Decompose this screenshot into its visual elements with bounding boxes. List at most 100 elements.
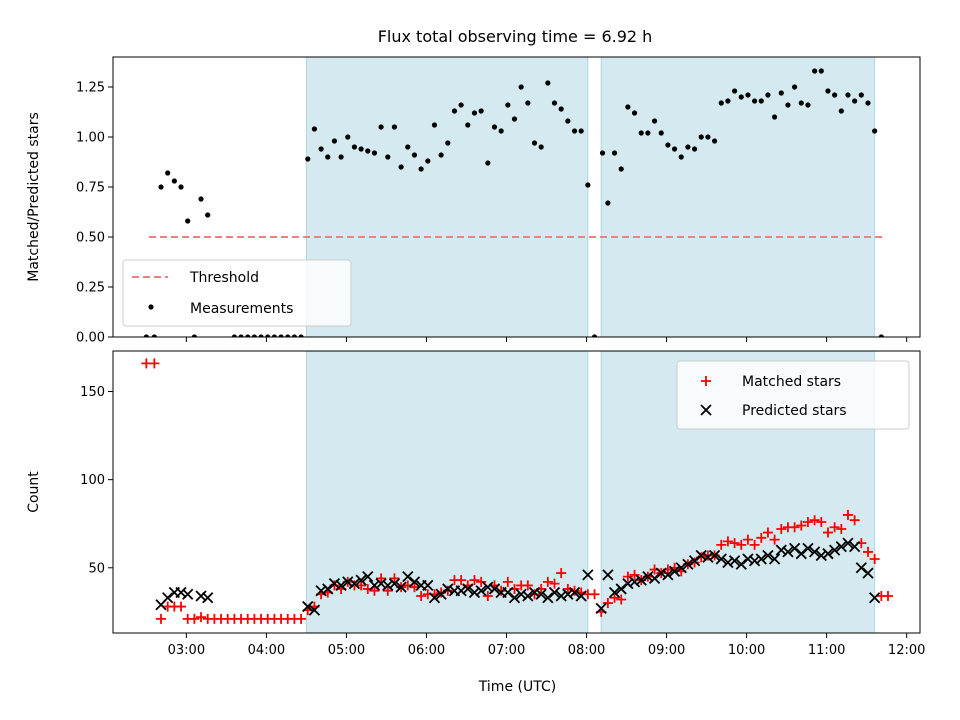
top-measurement-point <box>658 130 664 136</box>
top-series-measurements <box>143 68 884 337</box>
bottom-matched-point <box>549 578 560 589</box>
top-measurement-point <box>391 124 398 130</box>
bottom-matched-point <box>822 527 833 538</box>
bottom-matched-point <box>356 580 367 591</box>
top-y-tick-label: 1.00 <box>76 131 105 146</box>
bottom-predicted-point <box>535 588 547 600</box>
bottom-predicted-point <box>202 592 214 604</box>
legend-predicted-swatch <box>700 404 712 416</box>
top-measurement-point <box>838 108 844 114</box>
bottom-x-tick-label: 04:00 <box>248 643 285 658</box>
top-measurement-point <box>618 166 624 172</box>
bottom-predicted-point <box>502 586 514 599</box>
top-measurement-point <box>865 100 871 106</box>
top-measurement-point <box>271 334 277 337</box>
top-measurement-point <box>345 134 351 140</box>
top-y-tick-label: 1.25 <box>76 81 105 96</box>
bottom-matched-point <box>796 520 807 531</box>
top-measurement-point <box>418 166 424 172</box>
bottom-matched-point <box>862 546 873 557</box>
top-measurement-point <box>852 98 858 104</box>
top-measurement-point <box>818 68 824 74</box>
bottom-matched-point <box>502 576 513 587</box>
bottom-matched-point <box>769 534 780 545</box>
bottom-predicted-point <box>395 581 407 593</box>
bottom-predicted-point <box>695 549 707 562</box>
bottom-predicted-point <box>488 583 501 595</box>
bottom-matched-point <box>809 515 820 526</box>
top-measurement-point <box>458 102 464 108</box>
bottom-predicted-point <box>768 553 781 565</box>
bottom-predicted-point <box>668 565 681 577</box>
top-measurement-point <box>591 334 598 337</box>
bottom-axes-frame <box>112 350 921 634</box>
top-measurement-point <box>725 98 731 104</box>
top-measurement-point <box>698 134 704 140</box>
bottom-y-tick-label: 50 <box>88 561 105 576</box>
top-measurement-point <box>711 138 718 144</box>
bottom-predicted-point <box>849 541 861 553</box>
bottom-x-tick-label: 12:00 <box>888 643 925 658</box>
bottom-predicted-point <box>408 576 421 588</box>
bottom-predicted-point <box>435 588 447 600</box>
bottom-matched-point <box>789 522 800 533</box>
bottom-predicted-point <box>342 576 354 588</box>
bottom-matched-point <box>836 524 847 535</box>
top-measurement-point <box>631 110 638 116</box>
bottom-legend-box <box>676 360 910 430</box>
top-measurement-point <box>745 92 751 98</box>
top-measurement-point <box>785 102 791 108</box>
top-measurement-point <box>318 146 324 152</box>
top-measurement-point <box>358 146 364 152</box>
bottom-predicted-point <box>608 586 621 599</box>
top-measurement-point <box>845 92 851 98</box>
top-measurement-point <box>678 154 684 160</box>
bottom-legend: Matched stars Predicted stars <box>676 360 910 430</box>
bottom-matched-point <box>842 509 853 520</box>
top-measurement-point <box>171 178 177 184</box>
top-measurement-point <box>812 68 818 74</box>
top-measurement-point <box>411 152 418 158</box>
top-measurement-point <box>858 92 864 98</box>
bottom-matched-point <box>369 585 380 596</box>
top-measurement-point <box>471 110 478 116</box>
top-shaded-span-1 <box>600 56 876 338</box>
top-measurement-point <box>478 108 484 114</box>
top-measurement-point <box>772 114 778 120</box>
bottom-predicted-point <box>615 583 627 595</box>
bottom-matched-point <box>849 515 860 526</box>
top-measurement-point <box>465 122 471 128</box>
top-y-tick-label: 0.75 <box>76 181 105 196</box>
bottom-predicted-point <box>362 570 374 583</box>
top-measurement-point <box>245 334 251 337</box>
bottom-y-tick-label: 150 <box>80 385 105 400</box>
top-measurement-point <box>738 94 744 100</box>
bottom-predicted-point <box>728 555 741 567</box>
bottom-predicted-point <box>315 585 327 597</box>
bottom-predicted-point <box>788 542 801 555</box>
bottom-predicted-point <box>842 537 854 549</box>
top-measurement-point <box>285 334 291 337</box>
top-measurement-point <box>191 334 197 337</box>
bottom-predicted-point <box>662 569 674 581</box>
bottom-matched-point <box>522 580 533 591</box>
top-legend: Threshold Measurements <box>122 259 352 327</box>
bottom-predicted-point <box>308 604 321 616</box>
bottom-predicted-point <box>175 586 187 599</box>
top-axes-frame <box>112 56 921 338</box>
bottom-predicted-point <box>622 578 634 590</box>
top-measurement-point <box>665 142 671 148</box>
bottom-matched-point <box>762 527 773 538</box>
bottom-predicted-point <box>808 546 821 558</box>
top-measurement-point <box>538 144 544 150</box>
top-measurement-point <box>425 158 431 164</box>
bottom-predicted-point <box>655 567 667 579</box>
bottom-predicted-point <box>522 590 534 602</box>
bottom-x-tick-label: 03:00 <box>168 643 205 658</box>
bottom-predicted-point <box>815 549 827 562</box>
bottom-predicted-point <box>388 578 401 590</box>
bottom-matched-point <box>749 539 760 550</box>
bottom-predicted-point <box>802 542 814 555</box>
bottom-matched-point <box>689 557 700 568</box>
top-measurement-point <box>585 182 591 188</box>
